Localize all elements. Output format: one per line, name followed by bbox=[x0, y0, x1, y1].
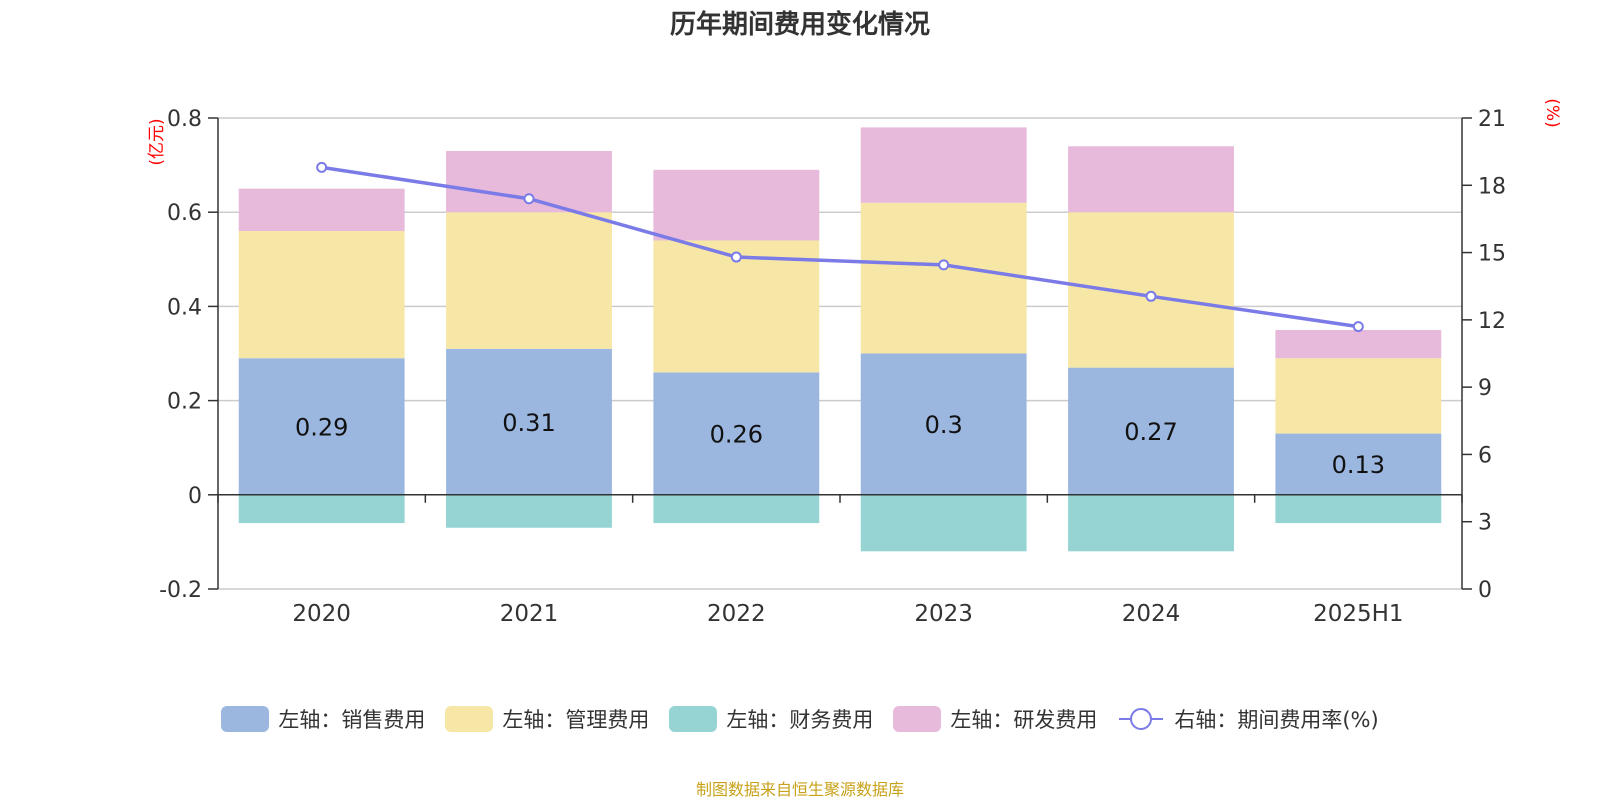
legend-swatch bbox=[1119, 708, 1164, 730]
bar-segment bbox=[1275, 358, 1442, 434]
data-label: 0.27 bbox=[1124, 418, 1177, 446]
left-axis-tick-label: 0 bbox=[188, 484, 202, 509]
left-axis-tick-label: 0.2 bbox=[167, 390, 202, 415]
bar-segment bbox=[1068, 146, 1234, 213]
legend-label: 左轴：财务费用 bbox=[726, 708, 874, 732]
chart-title: 历年期间费用变化情况 bbox=[669, 10, 930, 40]
bar-segment bbox=[653, 494, 820, 524]
legend-label: 右轴：期间费用率(%) bbox=[1174, 708, 1379, 732]
bar-segment bbox=[446, 494, 612, 528]
bar-segment bbox=[238, 188, 405, 232]
right-axis-tick-label: 3 bbox=[1478, 511, 1492, 536]
legend-item[interactable]: 左轴：研发费用 bbox=[893, 704, 1097, 734]
bar-segment bbox=[238, 358, 405, 495]
right-axis-tick-label: 21 bbox=[1478, 107, 1506, 132]
legend: 左轴：销售费用 左轴：管理费用 左轴：财务费用 左轴：研发费用 右轴：期间费用率(%) bbox=[0, 704, 1600, 734]
x-axis-tick-label: 2023 bbox=[914, 601, 973, 627]
data-label: 0.29 bbox=[295, 414, 348, 442]
legend-swatch bbox=[669, 706, 718, 732]
right-axis-tick-label: 12 bbox=[1478, 309, 1506, 334]
rate-point bbox=[523, 193, 535, 205]
legend-item[interactable]: 左轴：财务费用 bbox=[669, 704, 873, 734]
legend-swatch bbox=[221, 706, 270, 732]
bar-segment bbox=[1068, 494, 1234, 552]
legend-item[interactable]: 右轴：期间费用率(%) bbox=[1117, 704, 1379, 734]
legend-swatch bbox=[445, 706, 494, 732]
bar-segment bbox=[238, 231, 405, 359]
bar-segment bbox=[860, 494, 1027, 552]
bar-segment bbox=[238, 494, 405, 524]
legend-item[interactable]: 左轴：销售费用 bbox=[221, 704, 425, 734]
bar-segment bbox=[653, 372, 820, 495]
bar-segment bbox=[1275, 433, 1442, 495]
legend-label: 左轴：管理费用 bbox=[502, 708, 650, 732]
data-label: 0.3 bbox=[925, 411, 963, 439]
right-axis-unit: (%) bbox=[1542, 98, 1562, 127]
source-note: 制图数据来自恒生聚源数据库 bbox=[695, 780, 904, 799]
left-axis-tick-label: 0.6 bbox=[167, 201, 202, 226]
right-axis-tick-label: 0 bbox=[1478, 578, 1492, 603]
bar-segment bbox=[860, 353, 1027, 495]
legend-label: 左轴：研发费用 bbox=[950, 708, 1098, 732]
bar-segment bbox=[1068, 367, 1234, 495]
bar-segment bbox=[1275, 329, 1442, 359]
right-axis-tick-label: 9 bbox=[1478, 376, 1492, 401]
right-axis-tick-label: 6 bbox=[1478, 443, 1492, 468]
left-axis-tick-label: 0.8 bbox=[167, 107, 202, 132]
bar-segment bbox=[860, 127, 1027, 203]
legend-label: 左轴：销售费用 bbox=[278, 708, 426, 732]
bar-segment bbox=[860, 202, 1027, 354]
data-label: 0.26 bbox=[710, 421, 763, 449]
x-axis-tick-label: 2020 bbox=[292, 601, 351, 627]
legend-item[interactable]: 左轴：管理费用 bbox=[445, 704, 649, 734]
right-axis-tick-label: 15 bbox=[1478, 242, 1506, 267]
x-axis-tick-label: 2021 bbox=[500, 601, 559, 627]
x-axis-tick-label: 2024 bbox=[1122, 601, 1181, 627]
rate-line bbox=[321, 165, 1359, 329]
left-axis-tick-label: -0.2 bbox=[159, 578, 202, 603]
x-axis-tick-label: 2025H1 bbox=[1313, 601, 1403, 627]
x-axis-tick-label: 2022 bbox=[707, 601, 766, 627]
data-label: 0.31 bbox=[502, 409, 555, 437]
rate-point bbox=[316, 161, 328, 173]
bar-segment bbox=[1275, 494, 1442, 524]
left-axis-tick-label: 0.4 bbox=[167, 295, 202, 320]
bar-segment bbox=[446, 212, 612, 349]
rate-point bbox=[1352, 321, 1364, 333]
right-axis-tick-label: 18 bbox=[1478, 174, 1506, 199]
data-label: 0.13 bbox=[1332, 451, 1385, 479]
bar-segment bbox=[1068, 212, 1234, 368]
rate-point bbox=[1145, 290, 1157, 302]
rate-point bbox=[730, 251, 742, 263]
rate-point bbox=[938, 259, 950, 271]
legend-swatch bbox=[893, 706, 942, 732]
left-axis-unit: (亿元) bbox=[147, 118, 167, 165]
bar-segment bbox=[446, 348, 612, 495]
bar-segment bbox=[653, 169, 820, 241]
